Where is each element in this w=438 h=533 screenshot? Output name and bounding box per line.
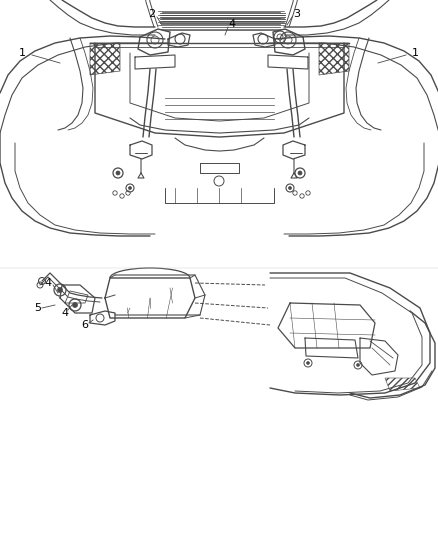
Circle shape <box>72 303 78 308</box>
Circle shape <box>116 171 120 175</box>
Circle shape <box>128 187 131 190</box>
Text: 4: 4 <box>228 19 235 29</box>
Circle shape <box>306 361 309 365</box>
Text: 4: 4 <box>44 278 51 288</box>
Circle shape <box>57 287 62 293</box>
Text: 1: 1 <box>410 48 417 58</box>
Circle shape <box>297 171 301 175</box>
Text: 5: 5 <box>35 303 42 313</box>
Text: 1: 1 <box>18 48 25 58</box>
Circle shape <box>288 187 291 190</box>
Text: 3: 3 <box>293 9 300 19</box>
Text: 4: 4 <box>61 308 68 318</box>
Text: 6: 6 <box>81 320 88 330</box>
Text: 2: 2 <box>148 9 155 19</box>
Circle shape <box>356 364 359 367</box>
